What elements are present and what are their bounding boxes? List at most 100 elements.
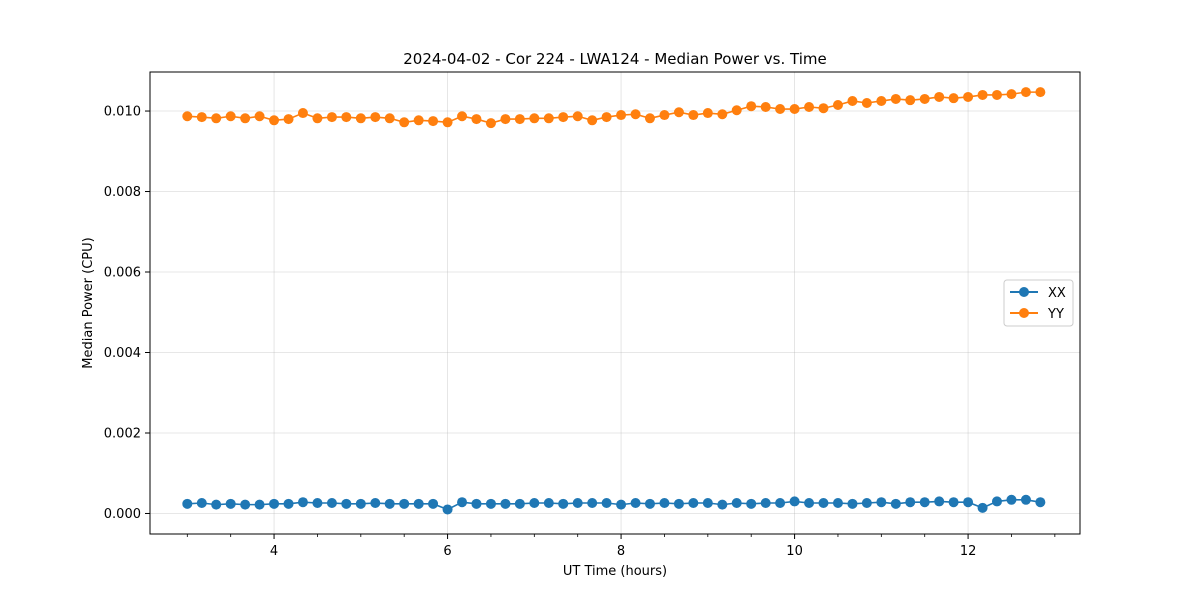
data-point-yy [616,110,627,121]
data-point-yy [485,118,496,129]
chart-title: 2024-04-02 - Cor 224 - LWA124 - Median P… [403,50,827,68]
data-point-xx [543,498,554,509]
data-point-yy [775,104,786,115]
data-point-yy [789,104,800,115]
data-point-yy [861,97,872,108]
y-tick-label: 0.004 [104,346,141,361]
data-point-yy [644,113,655,124]
data-point-yy [413,115,424,126]
data-point-xx [702,498,713,509]
y-tick-label: 0.010 [104,105,141,120]
data-point-xx [847,498,858,509]
series-layer [182,87,1046,515]
y-tick-label: 0.002 [104,426,141,441]
data-point-xx [587,498,598,509]
x-tick-label: 10 [786,544,803,559]
data-point-yy [211,113,222,124]
data-point-xx [269,498,280,509]
data-point-xx [630,498,641,509]
data-point-yy [1035,87,1046,98]
data-point-yy [182,111,193,122]
legend-item-xx: XX [1010,286,1066,301]
data-point-xx [399,498,410,509]
data-point-xx [254,499,265,510]
data-point-xx [991,496,1002,507]
legend-item-yy: YY [1010,307,1064,322]
data-point-yy [572,111,583,122]
grid [150,72,1080,534]
data-point-xx [616,499,627,510]
data-point-yy [587,115,598,126]
x-axis-label: UT Time (hours) [563,564,667,579]
data-point-xx [832,498,843,509]
x-tick-label: 6 [443,544,451,559]
y-tick-label: 0.008 [104,185,141,200]
data-point-xx [312,498,323,509]
data-point-xx [297,497,308,508]
data-point-yy [225,111,236,122]
data-point-xx [471,498,482,509]
data-point-xx [804,498,815,509]
data-point-xx [341,498,352,509]
data-point-xx [644,498,655,509]
data-point-yy [948,93,959,104]
data-point-yy [442,117,453,128]
x-tick-label: 8 [617,544,625,559]
data-point-yy [543,113,554,124]
data-point-xx [514,498,525,509]
data-point-yy [760,102,771,113]
data-point-xx [659,498,670,509]
data-point-yy [283,114,294,125]
data-point-yy [963,91,974,102]
legend-label-yy: YY [1047,307,1064,322]
data-point-yy [717,109,728,120]
data-point-xx [746,498,757,509]
data-point-xx [934,496,945,507]
y-axis-label: Median Power (CPU) [81,237,96,368]
data-point-xx [240,499,251,510]
data-point-xx [775,498,786,509]
data-point-yy [688,110,699,121]
data-point-xx [572,498,583,509]
data-point-xx [225,498,236,509]
data-point-xx [1035,497,1046,508]
data-point-xx [905,497,916,508]
legend-label-xx: XX [1048,286,1066,301]
data-point-xx [818,498,829,509]
data-point-xx [384,498,395,509]
data-point-yy [818,103,829,114]
data-point-yy [457,111,468,122]
data-point-xx [558,498,569,509]
data-point-xx [182,498,193,509]
data-point-yy [702,108,713,119]
x-tick-label: 4 [270,544,278,559]
data-point-xx [731,498,742,509]
data-point-yy [905,95,916,106]
data-point-yy [1006,89,1017,100]
data-point-xx [601,498,612,509]
data-point-yy [804,102,815,113]
data-point-yy [326,112,337,123]
data-point-yy [312,113,323,124]
axes: 4 6 8 10 12 0.000 0.002 0.004 0.006 0.008 0.010 [104,105,1056,559]
data-point-yy [991,89,1002,100]
data-point-yy [297,108,308,119]
data-point-yy [529,113,540,124]
plot-frame [149,71,1081,535]
legend-marker-xx [1019,287,1029,297]
data-point-yy [601,112,612,123]
data-point-yy [847,95,858,106]
data-point-xx [760,498,771,509]
y-tick-label: 0.006 [104,266,141,281]
data-point-xx [688,498,699,509]
data-point-xx [890,498,901,509]
data-point-yy [890,93,901,104]
data-point-yy [514,114,525,125]
data-point-xx [529,498,540,509]
data-point-xx [919,497,930,508]
data-point-yy [355,113,366,124]
data-point-yy [269,115,280,126]
legend-marker-yy [1019,308,1029,318]
series-xx [182,494,1046,515]
